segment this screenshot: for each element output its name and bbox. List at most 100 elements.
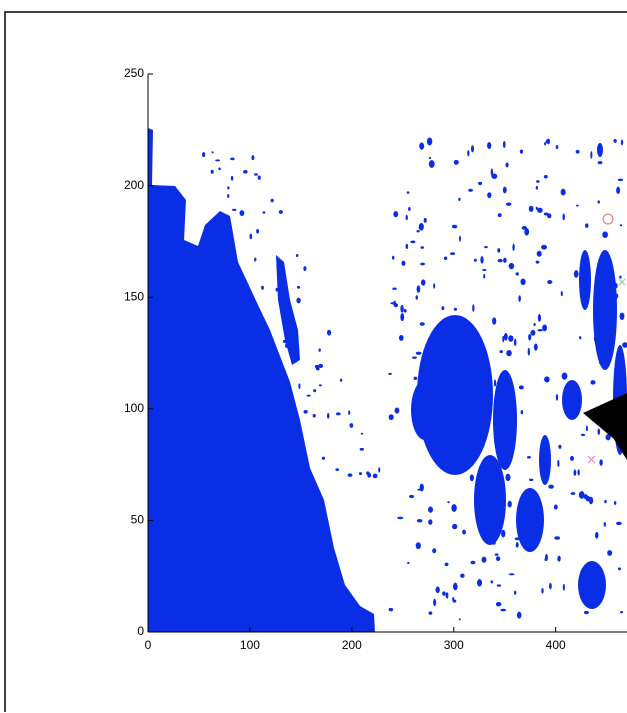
speckle	[499, 396, 504, 399]
speckle	[584, 611, 589, 614]
speckle	[612, 283, 618, 289]
speckle	[508, 335, 513, 342]
speckle	[536, 186, 538, 190]
speckle	[554, 536, 560, 539]
speckle	[515, 537, 520, 540]
speckle	[303, 266, 306, 271]
speckle	[537, 329, 542, 332]
speckle	[472, 304, 474, 312]
speckle	[444, 256, 447, 260]
speckle	[495, 404, 501, 407]
speckle	[453, 583, 458, 591]
speckle	[484, 246, 488, 248]
speckle	[474, 259, 477, 262]
speckle	[586, 496, 591, 502]
speckle	[316, 367, 320, 370]
speckle	[251, 155, 254, 160]
speckle	[366, 471, 369, 474]
speckle	[478, 182, 482, 185]
speckle	[442, 410, 446, 413]
speckle	[409, 495, 414, 498]
speckle	[517, 612, 522, 619]
speckle	[499, 350, 503, 353]
speckle	[348, 473, 353, 477]
speckle	[621, 358, 623, 365]
speckle	[276, 265, 280, 270]
speckle	[498, 213, 502, 217]
speckle	[490, 580, 493, 583]
speckle	[281, 309, 283, 314]
speckle	[397, 517, 403, 520]
speckle	[492, 317, 496, 324]
speckle	[414, 377, 418, 380]
speckle	[453, 600, 457, 603]
speckle	[494, 379, 496, 386]
speckle	[586, 426, 588, 432]
speckle	[230, 157, 234, 160]
speckle	[594, 335, 598, 342]
speckle	[457, 435, 461, 440]
speckle	[508, 501, 512, 508]
speckle	[445, 398, 450, 403]
speckle	[240, 210, 245, 216]
speckle	[614, 501, 616, 505]
speckle	[349, 423, 353, 428]
speckle	[454, 160, 459, 165]
y-tick-label: 100	[124, 401, 144, 415]
speckle	[487, 192, 491, 198]
speckle	[602, 231, 608, 238]
speckle	[420, 322, 425, 326]
speckle	[616, 385, 618, 389]
speckle	[520, 149, 523, 153]
speckle	[442, 306, 445, 310]
speckle	[454, 308, 457, 311]
speckle	[598, 200, 600, 203]
speckle	[458, 198, 460, 201]
speckle	[482, 557, 487, 563]
speckle	[450, 252, 455, 255]
speckle	[562, 373, 568, 380]
speckle	[557, 460, 559, 467]
speckle	[416, 230, 419, 232]
speckle	[501, 453, 505, 456]
speckle	[516, 542, 519, 548]
speckle	[335, 468, 339, 471]
speckle	[468, 189, 473, 192]
speckle	[202, 152, 205, 157]
figure-window: 0501001502002500100200300400	[0, 0, 627, 713]
speckle	[598, 591, 602, 599]
speckle	[283, 340, 286, 343]
speckle	[619, 276, 621, 279]
speckle	[427, 137, 432, 145]
speckle	[581, 434, 585, 436]
speckle	[577, 469, 579, 475]
speckle	[621, 140, 623, 146]
speckle	[446, 592, 449, 598]
speckle	[452, 524, 457, 529]
speckle	[470, 474, 474, 481]
speckle	[256, 229, 259, 234]
speckle	[419, 143, 424, 150]
speckle	[506, 350, 512, 356]
speckle	[285, 344, 288, 348]
speckle	[445, 389, 449, 392]
speckle	[276, 288, 278, 292]
speckle	[298, 383, 300, 389]
speckle	[503, 258, 507, 263]
speckle	[243, 170, 248, 174]
speckle	[520, 279, 525, 286]
speckle	[451, 504, 456, 512]
speckle	[428, 611, 432, 614]
speckle	[296, 254, 299, 257]
blob	[474, 455, 506, 545]
speckle	[618, 567, 621, 570]
speckle	[528, 334, 531, 341]
speckle	[416, 542, 421, 549]
speckle	[501, 484, 504, 492]
speckle	[487, 142, 491, 149]
speckle	[336, 412, 341, 415]
speckle	[544, 376, 550, 382]
speckle	[536, 261, 540, 264]
speckle	[514, 591, 516, 595]
speckle	[528, 348, 530, 356]
